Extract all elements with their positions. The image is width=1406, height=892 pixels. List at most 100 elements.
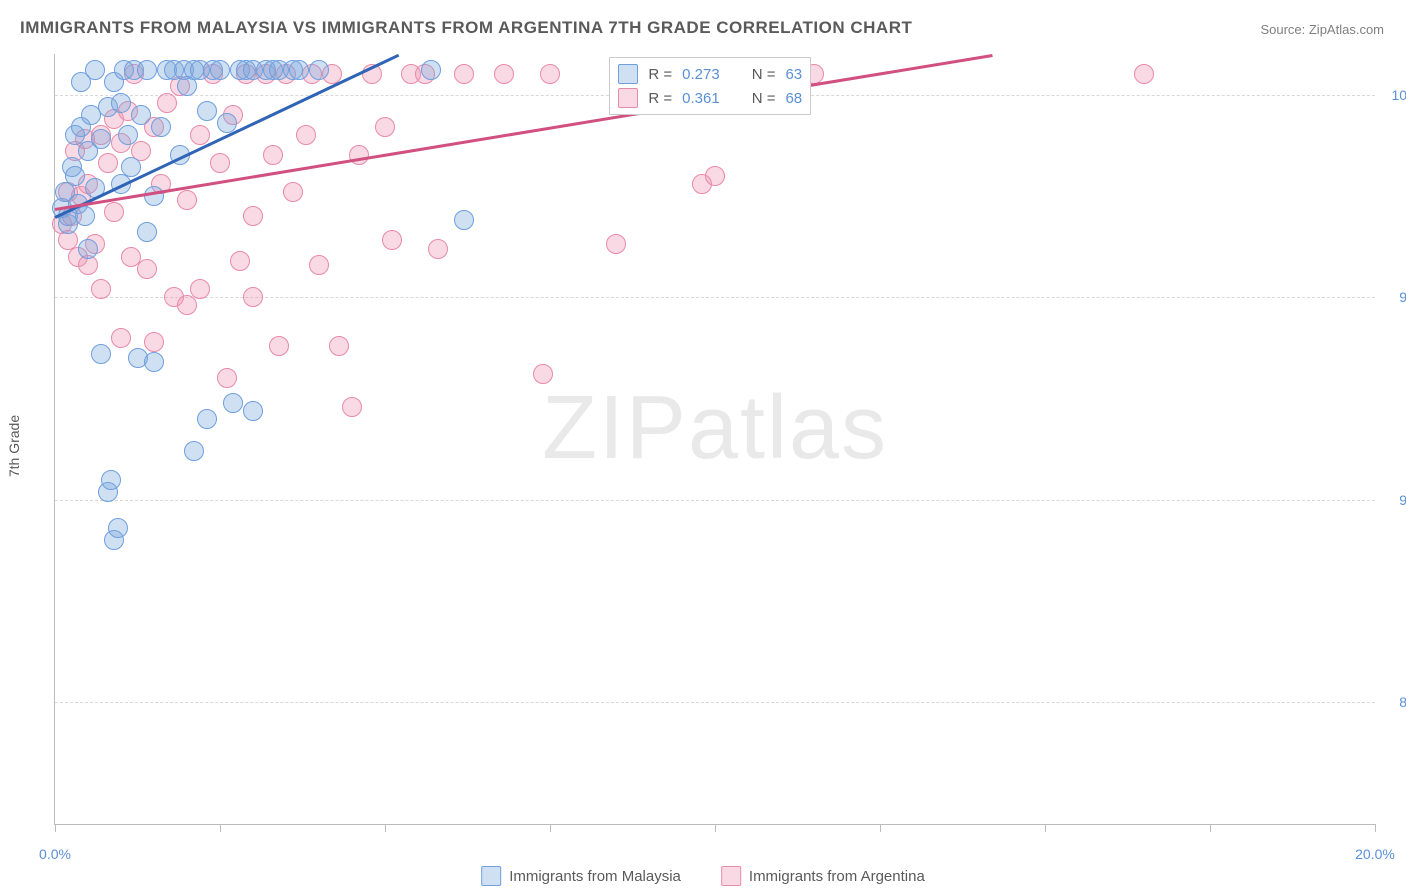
argentina-point bbox=[98, 153, 118, 173]
argentina-point bbox=[454, 64, 474, 84]
argentina-point bbox=[428, 239, 448, 259]
legend-item: Immigrants from Malaysia bbox=[481, 866, 681, 886]
malaysia-point bbox=[197, 101, 217, 121]
x-tick bbox=[1210, 824, 1211, 832]
legend: Immigrants from Malaysia Immigrants from … bbox=[481, 866, 925, 886]
legend-swatch bbox=[618, 88, 638, 108]
n-value: 63 bbox=[785, 66, 802, 83]
argentina-point bbox=[296, 125, 316, 145]
malaysia-point bbox=[75, 206, 95, 226]
malaysia-point bbox=[144, 186, 164, 206]
x-tick bbox=[715, 824, 716, 832]
correlation-stats-box: R = 0.273 N = 63 R = 0.361 N = 68 bbox=[609, 57, 811, 115]
argentina-point bbox=[210, 153, 230, 173]
argentina-point bbox=[349, 145, 369, 165]
malaysia-point bbox=[309, 60, 329, 80]
x-tick-label: 0.0% bbox=[39, 846, 71, 862]
n-label: N = bbox=[752, 90, 776, 107]
malaysia-point bbox=[137, 60, 157, 80]
legend-label: Immigrants from Malaysia bbox=[509, 868, 681, 885]
argentina-point bbox=[269, 336, 289, 356]
r-label: R = bbox=[648, 90, 672, 107]
argentina-point bbox=[309, 255, 329, 275]
x-tick bbox=[1045, 824, 1046, 832]
argentina-point bbox=[375, 117, 395, 137]
plot-area: ZIPatlas 85.0%90.0%95.0%100.0%0.0%20.0%R… bbox=[54, 54, 1375, 825]
x-tick bbox=[1375, 824, 1376, 832]
argentina-point bbox=[144, 332, 164, 352]
malaysia-point bbox=[210, 60, 230, 80]
malaysia-point bbox=[65, 166, 85, 186]
argentina-point bbox=[1134, 64, 1154, 84]
malaysia-point bbox=[137, 222, 157, 242]
argentina-point bbox=[157, 93, 177, 113]
x-tick-label: 20.0% bbox=[1355, 846, 1395, 862]
malaysia-point bbox=[121, 157, 141, 177]
r-value: 0.273 bbox=[682, 66, 720, 83]
malaysia-point bbox=[243, 401, 263, 421]
malaysia-point bbox=[111, 93, 131, 113]
chart-container: IMMIGRANTS FROM MALAYSIA VS IMMIGRANTS F… bbox=[0, 0, 1406, 892]
legend-swatch bbox=[481, 866, 501, 886]
malaysia-point bbox=[217, 113, 237, 133]
malaysia-point bbox=[108, 518, 128, 538]
x-tick bbox=[385, 824, 386, 832]
y-tick-label: 90.0% bbox=[1399, 492, 1406, 508]
argentina-point bbox=[533, 364, 553, 384]
argentina-point bbox=[540, 64, 560, 84]
x-tick bbox=[880, 824, 881, 832]
y-tick-label: 100.0% bbox=[1392, 87, 1406, 103]
gridline bbox=[55, 500, 1375, 501]
malaysia-point bbox=[289, 60, 309, 80]
legend-label: Immigrants from Argentina bbox=[749, 868, 925, 885]
r-value: 0.361 bbox=[682, 90, 720, 107]
argentina-point bbox=[190, 125, 210, 145]
argentina-point bbox=[104, 202, 124, 222]
x-tick bbox=[55, 824, 56, 832]
argentina-point bbox=[177, 295, 197, 315]
legend-item: Immigrants from Argentina bbox=[721, 866, 925, 886]
malaysia-point bbox=[78, 239, 98, 259]
malaysia-point bbox=[184, 441, 204, 461]
y-tick-label: 95.0% bbox=[1399, 289, 1406, 305]
source-attribution: Source: ZipAtlas.com bbox=[1260, 22, 1384, 37]
gridline bbox=[55, 702, 1375, 703]
legend-swatch bbox=[618, 64, 638, 84]
argentina-point bbox=[705, 166, 725, 186]
n-value: 68 bbox=[785, 90, 802, 107]
argentina-point bbox=[494, 64, 514, 84]
x-tick bbox=[220, 824, 221, 832]
argentina-point bbox=[263, 145, 283, 165]
y-tick-label: 85.0% bbox=[1399, 694, 1406, 710]
watermark: ZIPatlas bbox=[542, 377, 888, 480]
x-tick bbox=[550, 824, 551, 832]
legend-swatch bbox=[721, 866, 741, 886]
malaysia-point bbox=[91, 344, 111, 364]
n-label: N = bbox=[752, 66, 776, 83]
argentina-point bbox=[243, 287, 263, 307]
malaysia-point bbox=[91, 129, 111, 149]
malaysia-point bbox=[421, 60, 441, 80]
argentina-point bbox=[243, 206, 263, 226]
malaysia-point bbox=[144, 352, 164, 372]
r-label: R = bbox=[648, 66, 672, 83]
malaysia-point bbox=[223, 393, 243, 413]
argentina-point bbox=[137, 259, 157, 279]
y-axis-title: 7th Grade bbox=[6, 415, 22, 477]
argentina-point bbox=[91, 279, 111, 299]
argentina-point bbox=[283, 182, 303, 202]
malaysia-point bbox=[131, 105, 151, 125]
malaysia-point bbox=[454, 210, 474, 230]
malaysia-point bbox=[197, 409, 217, 429]
argentina-point bbox=[606, 234, 626, 254]
stats-row: R = 0.273 N = 63 bbox=[618, 62, 802, 86]
chart-title: IMMIGRANTS FROM MALAYSIA VS IMMIGRANTS F… bbox=[20, 18, 912, 38]
argentina-point bbox=[111, 328, 131, 348]
malaysia-point bbox=[85, 60, 105, 80]
argentina-point bbox=[190, 279, 210, 299]
argentina-point bbox=[342, 397, 362, 417]
argentina-point bbox=[382, 230, 402, 250]
argentina-point bbox=[230, 251, 250, 271]
malaysia-point bbox=[151, 117, 171, 137]
stats-row: R = 0.361 N = 68 bbox=[618, 86, 802, 110]
